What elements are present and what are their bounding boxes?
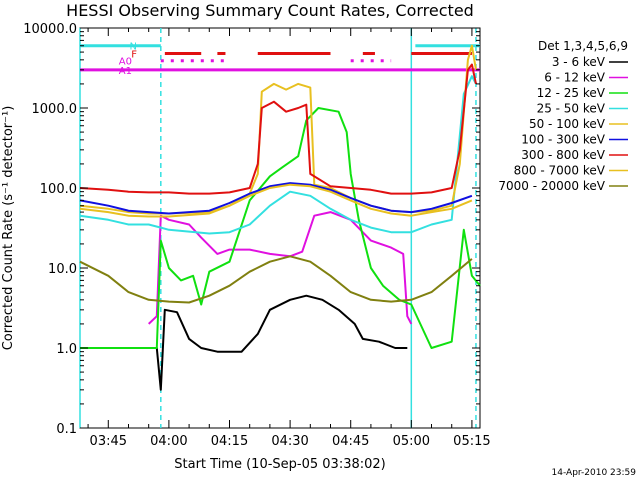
- y-axis-label: Corrected Count Rate (s⁻¹ detector⁻¹): [1, 106, 16, 351]
- series-line-7000-20000-kev: [79, 255, 473, 304]
- y-tick-label: 1.0: [56, 342, 77, 357]
- footer-timestamp: 14-Apr-2010 23:59: [552, 468, 637, 478]
- y-tick-label: 10000.0: [23, 22, 77, 37]
- legend-title: Det 1,3,4,5,6,9: [538, 39, 628, 53]
- y-tick-label: 0.1: [56, 422, 77, 437]
- x-tick-label: 04:30: [271, 434, 308, 449]
- x-tick-label: 04:45: [332, 434, 369, 449]
- series-line-800-7000-kev: [79, 183, 473, 218]
- series-line-25-50-kev: [79, 75, 477, 235]
- legend-entry-label: 12 - 25 keV: [537, 86, 606, 100]
- flag-label-f: F: [131, 50, 137, 61]
- y-tick-label: 1000.0: [32, 102, 78, 117]
- legend-entry-label: 25 - 50 keV: [537, 102, 606, 116]
- y-tick-label: 100.0: [40, 182, 77, 197]
- x-tick-label: 04:15: [211, 434, 248, 449]
- series-line-100-300-kev: [79, 182, 473, 215]
- x-tick-label: 05:15: [453, 434, 490, 449]
- legend-entry-label: 50 - 100 keV: [529, 117, 606, 131]
- series-line-300-800-kev: [79, 63, 477, 195]
- flag-label-a1: A1: [119, 66, 132, 77]
- x-tick-label: 04:00: [150, 434, 187, 449]
- legend-entry-label: 100 - 300 keV: [521, 133, 605, 147]
- legend-entry-label: 7000 - 20000 keV: [498, 179, 605, 193]
- flag-label-a0: A0: [119, 57, 132, 68]
- flag-label-n: N: [130, 42, 137, 53]
- legend-entry-label: 800 - 7000 keV: [514, 164, 606, 178]
- legend-entry-label: 3 - 6 keV: [552, 55, 606, 69]
- x-axis-label: Start Time (10-Sep-05 03:38:02): [174, 457, 385, 472]
- legend-entry-label: 300 - 800 keV: [521, 148, 605, 162]
- legend-entry-label: 6 - 12 keV: [544, 71, 606, 85]
- series-line-3-6-kev: [80, 294, 408, 391]
- x-tick-label: 05:00: [393, 434, 430, 449]
- chart-title: HESSI Observing Summary Count Rates, Cor…: [66, 1, 474, 20]
- x-tick-label: 03:45: [90, 434, 127, 449]
- y-tick-label: 10.0: [48, 262, 77, 277]
- series-line-6-12-kev: [148, 211, 413, 325]
